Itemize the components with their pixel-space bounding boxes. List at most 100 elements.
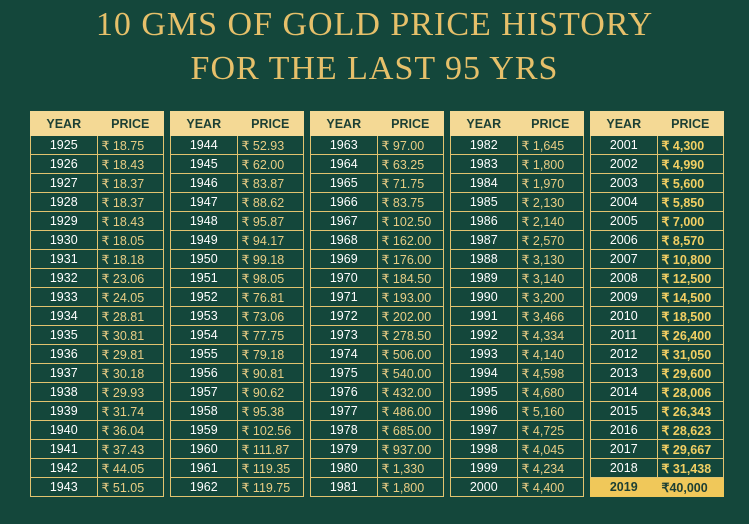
year-cell: 1987 [450,230,518,250]
year-cell: 2014 [590,382,658,402]
table-row: 1981 ₹ 1,800 [310,477,444,497]
table-row: 1937 ₹ 30.18 [30,363,164,383]
table-row: 1965 ₹ 71.75 [310,173,444,193]
table-row: 1929 ₹ 18.43 [30,211,164,231]
year-cell: 1989 [450,268,518,288]
price-cell: ₹ 5,600 [656,173,724,193]
table-row: 1988 ₹ 3,130 [450,249,584,269]
year-cell: 1969 [310,249,378,269]
price-cell: ₹ 10,800 [656,249,724,269]
year-cell: 1998 [450,439,518,459]
year-cell: 2011 [590,325,658,345]
price-cell: ₹ 31,438 [656,458,724,478]
year-cell: 1928 [30,192,98,212]
year-cell: 1961 [170,458,238,478]
table-row: 1932 ₹ 23.06 [30,268,164,288]
year-cell: 1935 [30,325,98,345]
table-row: 1961 ₹ 119.35 [170,458,304,478]
year-cell: 2006 [590,230,658,250]
year-cell: 2002 [590,154,658,174]
year-cell: 1932 [30,268,98,288]
table-row: 2001 ₹ 4,300 [590,135,724,155]
table-row: 2006 ₹ 8,570 [590,230,724,250]
year-cell: 1963 [310,135,378,155]
table-row: 1945 ₹ 62.00 [170,154,304,174]
price-cell: ₹ 76.81 [236,287,304,307]
year-cell: 1993 [450,344,518,364]
year-cell: 2010 [590,306,658,326]
price-cell: ₹ 31.74 [96,401,164,421]
year-cell: 1926 [30,154,98,174]
title-line-1: 10 GMS OF GOLD PRICE HISTORY [95,6,654,43]
table-row: 1985 ₹ 2,130 [450,192,584,212]
table-row: 1992 ₹ 4,334 [450,325,584,345]
table-row: 2018 ₹ 31,438 [590,458,724,478]
price-cell: ₹ 44.05 [96,458,164,478]
table-row: 1971 ₹ 193.00 [310,287,444,307]
price-tables: YEAR PRICE 1925 ₹ 18.75 1926 ₹ 18.43 1927 ₹ 18.… [30,111,740,497]
year-cell: 1957 [170,382,238,402]
price-table-1: YEAR PRICE 1925 ₹ 18.75 1926 ₹ 18.43 1927 ₹ 18.… [30,111,164,497]
price-cell: ₹ 8,570 [656,230,724,250]
table-row: 1958 ₹ 95.38 [170,401,304,421]
price-cell: ₹ 29.93 [96,382,164,402]
year-cell: 1995 [450,382,518,402]
table-row: 1994 ₹ 4,598 [450,363,584,383]
year-cell: 2017 [590,439,658,459]
table-row: 1982 ₹ 1,645 [450,135,584,155]
table-row: 1940 ₹ 36.04 [30,420,164,440]
table-row: 1957 ₹ 90.62 [170,382,304,402]
price-cell: ₹ 97.00 [376,135,444,155]
price-cell: ₹ 111.87 [236,439,304,459]
price-cell: ₹ 1,330 [376,458,444,478]
price-header: PRICE [236,111,304,136]
year-cell: 1950 [170,249,238,269]
price-cell: ₹ 98.05 [236,268,304,288]
year-cell: 1984 [450,173,518,193]
table-header-row: YEAR PRICE [450,111,584,136]
table-row: 1959 ₹ 102.56 [170,420,304,440]
table-row: 2003 ₹ 5,600 [590,173,724,193]
table-row: 2004 ₹ 5,850 [590,192,724,212]
year-cell: 1951 [170,268,238,288]
table-row: 1931 ₹ 18.18 [30,249,164,269]
price-cell: ₹ 4,400 [516,477,584,497]
table-row: 1950 ₹ 99.18 [170,249,304,269]
price-cell: ₹ 4,598 [516,363,584,383]
year-cell: 1949 [170,230,238,250]
price-cell: ₹ 28,623 [656,420,724,440]
price-header: PRICE [656,111,724,136]
price-cell: ₹ 184.50 [376,268,444,288]
price-cell: ₹ 937.00 [376,439,444,459]
table-row: 1933 ₹ 24.05 [30,287,164,307]
year-cell: 1983 [450,154,518,174]
year-cell: 1968 [310,230,378,250]
table-row: 1997 ₹ 4,725 [450,420,584,440]
price-cell: ₹ 540.00 [376,363,444,383]
price-cell: ₹ 685.00 [376,420,444,440]
price-cell: ₹ 162.00 [376,230,444,250]
table-row: 2015 ₹ 26,343 [590,401,724,421]
year-cell: 1976 [310,382,378,402]
year-cell: 2012 [590,344,658,364]
table-row: 1970 ₹ 184.50 [310,268,444,288]
table-row: 1990 ₹ 3,200 [450,287,584,307]
price-cell: ₹40,000 [656,477,724,497]
year-cell: 1940 [30,420,98,440]
year-cell: 1954 [170,325,238,345]
year-cell: 1939 [30,401,98,421]
price-cell: ₹ 23.06 [96,268,164,288]
year-header: YEAR [310,111,378,136]
price-cell: ₹ 4,725 [516,420,584,440]
year-cell: 1988 [450,249,518,269]
table-row: 1947 ₹ 88.62 [170,192,304,212]
table-row: 1963 ₹ 97.00 [310,135,444,155]
price-cell: ₹ 1,645 [516,135,584,155]
year-cell: 2019 [590,477,658,497]
price-cell: ₹ 432.00 [376,382,444,402]
year-cell: 1955 [170,344,238,364]
year-cell: 1958 [170,401,238,421]
table-row: 1974 ₹ 506.00 [310,344,444,364]
price-table-3: YEAR PRICE 1963 ₹ 97.00 1964 ₹ 63.25 1965 ₹ 71.… [310,111,444,497]
table-row: 1976 ₹ 432.00 [310,382,444,402]
